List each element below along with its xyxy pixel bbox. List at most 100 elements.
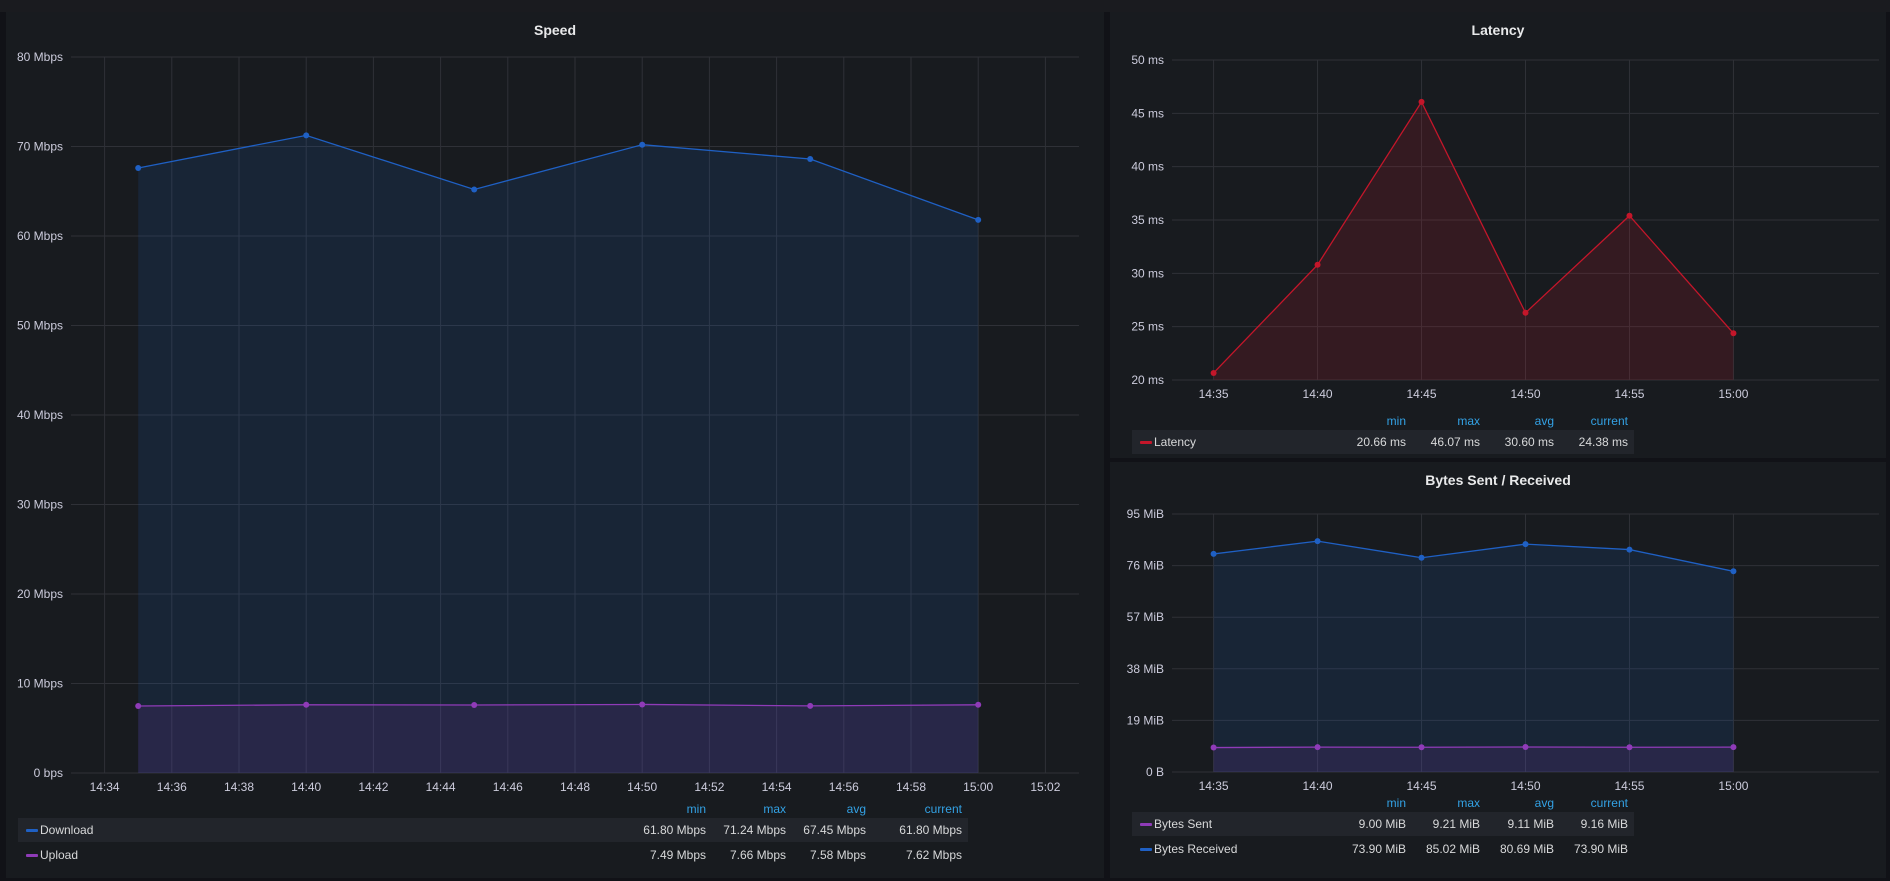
legend-value-avg: 7.58 Mbps	[809, 848, 866, 862]
x-tick-label: 14:55	[1614, 779, 1644, 793]
series-line-bytes-sent[interactable]	[1213, 746, 1734, 749]
series-area-bytes-sent	[1213, 746, 1734, 772]
series-line-upload[interactable]	[138, 703, 979, 707]
series-area-latency	[1213, 101, 1734, 381]
legend-value-max: 9.21 MiB	[1432, 817, 1480, 831]
data-point[interactable]	[1418, 98, 1425, 105]
bytes-panel: Bytes Sent / Received 0 B 19 MiB 38 MiB 57 …	[1110, 462, 1886, 878]
y-tick-label: 30 Mbps	[17, 498, 63, 512]
x-tick-label: 15:00	[963, 780, 993, 794]
x-tick-label: 14:56	[829, 780, 859, 794]
series-line-download[interactable]	[138, 134, 979, 221]
legend-color-swatch[interactable]	[1140, 441, 1152, 444]
legend-header-min[interactable]: min	[1386, 414, 1406, 428]
series-line-latency[interactable]	[1213, 100, 1734, 374]
x-tick-label: 14:50	[1510, 779, 1540, 793]
y-tick-label: 50 Mbps	[17, 319, 63, 333]
legend-value-min: 20.66 ms	[1356, 435, 1406, 449]
x-tick-label: 14:48	[560, 780, 590, 794]
legend-row-download[interactable]: Download 61.80 Mbps 71.24 Mbps 67.45 Mbps 61…	[18, 818, 968, 842]
series-area-upload	[138, 704, 979, 773]
x-tick-label: 15:00	[1718, 779, 1748, 793]
legend-series-name[interactable]: Download	[40, 823, 94, 837]
data-point[interactable]	[1210, 369, 1217, 376]
legend-color-swatch[interactable]	[26, 854, 38, 857]
legend-series-name[interactable]: Bytes Received	[1154, 842, 1238, 856]
legend-header-avg[interactable]: avg	[1534, 414, 1554, 428]
legend-color-swatch[interactable]	[1140, 823, 1152, 826]
legend-header-current[interactable]: current	[1590, 796, 1628, 810]
legend-value-avg: 30.60 ms	[1504, 435, 1554, 449]
data-point[interactable]	[471, 186, 478, 193]
series-area-download	[138, 135, 979, 774]
legend-row-upload[interactable]: Upload 7.49 Mbps 7.66 Mbps 7.58 Mbps 7.62 Mb…	[18, 843, 968, 867]
x-tick-label: 14:36	[157, 780, 187, 794]
y-tick-label: 40 ms	[1131, 160, 1164, 174]
data-point[interactable]	[1626, 744, 1633, 751]
speed-panel: Speed 0 bps 10 Mbps 20 Mbps 30 Mbps 40 Mbps 5…	[6, 12, 1104, 878]
legend-value-min: 61.80 Mbps	[643, 823, 706, 837]
latency-panel-title[interactable]: Latency	[1471, 22, 1525, 38]
data-point[interactable]	[1418, 554, 1425, 561]
speed-panel-title[interactable]: Speed	[533, 22, 576, 38]
data-point[interactable]	[1314, 538, 1321, 545]
y-tick-label: 95 MiB	[1127, 507, 1164, 521]
data-point[interactable]	[135, 702, 142, 709]
data-point[interactable]	[1210, 550, 1217, 557]
data-point[interactable]	[639, 701, 646, 708]
data-point[interactable]	[1730, 568, 1737, 575]
legend-row-bytes-sent[interactable]: Bytes Sent 9.00 MiB 9.21 MiB 9.11 MiB 9.16 M…	[1132, 812, 1634, 836]
legend-series-name[interactable]: Upload	[40, 848, 79, 862]
x-tick-label: 14:52	[694, 780, 724, 794]
data-point[interactable]	[1626, 546, 1633, 553]
data-point[interactable]	[303, 132, 310, 139]
legend-series-name[interactable]: Bytes Sent	[1154, 817, 1213, 831]
x-tick-label: 14:55	[1614, 387, 1644, 401]
y-tick-label: 0 bps	[34, 766, 63, 780]
legend-header-min[interactable]: min	[1386, 796, 1406, 810]
data-point[interactable]	[1314, 261, 1321, 268]
data-point[interactable]	[135, 164, 142, 171]
data-point[interactable]	[1522, 309, 1529, 316]
data-point[interactable]	[639, 141, 646, 148]
x-tick-label: 14:38	[224, 780, 254, 794]
data-point[interactable]	[1314, 744, 1321, 751]
legend-header-max[interactable]: max	[763, 802, 786, 816]
data-point[interactable]	[1522, 743, 1529, 750]
x-tick-label: 14:34	[90, 780, 120, 794]
data-point[interactable]	[1730, 330, 1737, 337]
legend-header-current[interactable]: current	[1590, 414, 1628, 428]
x-tick-label: 14:45	[1407, 779, 1437, 793]
legend-value-current: 73.90 MiB	[1573, 842, 1628, 856]
legend-color-swatch[interactable]	[1140, 848, 1152, 851]
bytes-panel-title[interactable]: Bytes Sent / Received	[1425, 472, 1571, 488]
y-tick-label: 19 MiB	[1127, 713, 1164, 727]
data-point[interactable]	[1418, 744, 1425, 751]
legend-header-avg[interactable]: avg	[1534, 796, 1554, 810]
legend-row-bytes-received[interactable]: Bytes Received 73.90 MiB 85.02 MiB 80.69 Mi…	[1132, 837, 1634, 861]
data-point[interactable]	[975, 216, 982, 223]
legend-color-swatch[interactable]	[26, 829, 38, 832]
data-point[interactable]	[1210, 744, 1217, 751]
data-point[interactable]	[1730, 744, 1737, 751]
legend-series-name[interactable]: Latency	[1154, 435, 1197, 449]
legend-header-max[interactable]: max	[1457, 796, 1480, 810]
legend-header-min[interactable]: min	[686, 802, 706, 816]
legend-value-max: 46.07 ms	[1430, 435, 1480, 449]
legend-header-max[interactable]: max	[1457, 414, 1480, 428]
y-tick-label: 38 MiB	[1127, 662, 1164, 676]
data-point[interactable]	[1626, 212, 1633, 219]
data-point[interactable]	[471, 701, 478, 708]
speed-chart: 0 bps 10 Mbps 20 Mbps 30 Mbps 40 Mbps 50 Mbps…	[17, 50, 1079, 794]
x-tick-label: 14:50	[1510, 387, 1540, 401]
latency-panel: Latency 20 ms 25 ms 30 ms 35 ms 40 ms 45 ms 50…	[1110, 12, 1886, 458]
data-point[interactable]	[807, 156, 814, 163]
legend-header-avg[interactable]: avg	[846, 802, 866, 816]
data-point[interactable]	[975, 701, 982, 708]
series-line-bytes-received[interactable]	[1213, 540, 1734, 572]
legend-header-current[interactable]: current	[924, 802, 962, 816]
data-point[interactable]	[303, 701, 310, 708]
legend-row-latency[interactable]: Latency 20.66 ms 46.07 ms 30.60 ms 24.38 ms	[1132, 430, 1634, 454]
data-point[interactable]	[807, 702, 814, 709]
data-point[interactable]	[1522, 541, 1529, 548]
